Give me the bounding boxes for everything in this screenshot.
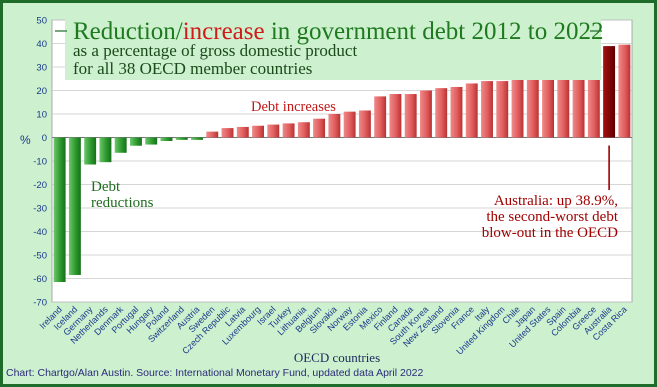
annotation-reductions-line-2: reductions — [91, 195, 154, 211]
bar-lithuania — [297, 122, 310, 138]
bar-united-states — [542, 72, 555, 138]
source-note: Chart: Chartgo/Alan Austin. Source: Inte… — [6, 367, 424, 379]
title-part-reduction: Reduction/ — [73, 18, 183, 45]
bar-luxembourg — [252, 125, 265, 138]
bars — [53, 44, 631, 283]
bar-belgium — [313, 118, 326, 138]
bar-czech-republic — [221, 128, 234, 138]
bar-poland — [160, 137, 173, 142]
bar-germany — [84, 137, 97, 165]
bar-switzerland — [175, 137, 188, 140]
bar-france — [465, 83, 478, 138]
bar-iceland — [68, 137, 81, 275]
title-part-rest: in government debt 2012 to 2022 — [265, 18, 604, 45]
y-tick-label: 50 — [36, 16, 47, 27]
y-tick-label: -10 — [33, 157, 47, 168]
annotation-australia-line-2: the second-worst debt — [486, 209, 618, 225]
bar-south-korea — [419, 90, 432, 138]
y-tick-label: 30 — [36, 63, 47, 74]
bar-ireland — [53, 137, 66, 283]
y-tick-label: -60 — [33, 274, 47, 285]
y-tick-labels: -70 -60 -50 -40 -30 -20 -10 0 10 20 30 40 50 — [33, 16, 47, 309]
bar-turkey — [282, 123, 295, 138]
chart-title: Reduction/increase in government debt 20… — [73, 18, 603, 45]
bar-sweden — [206, 131, 219, 138]
annotation-australia-line-1: Australia: up 38.9%, — [494, 193, 618, 209]
bar-costa-rica — [618, 44, 631, 138]
bar-finland — [389, 94, 402, 138]
bar-mexico — [374, 96, 387, 138]
y-tick-label: -30 — [33, 204, 47, 215]
bar-israel — [267, 124, 280, 138]
y-tick-label: -20 — [33, 180, 47, 191]
bar-colombia — [572, 58, 585, 138]
bar-latvia — [236, 126, 249, 138]
bar-australia — [603, 46, 616, 138]
bar-slovakia — [328, 114, 341, 138]
bar-netherlands — [99, 137, 112, 163]
subtitle-line-2: for all 38 OECD member countries — [73, 59, 312, 78]
bar-norway — [343, 111, 356, 138]
annotation-reductions-line-1: Debt — [91, 179, 121, 195]
y-tick-label: 40 — [36, 39, 47, 50]
bar-denmark — [114, 137, 127, 153]
x-axis-label: OECD countries — [294, 350, 380, 365]
bar-new-zealand — [435, 88, 448, 138]
y-tick-label: 0 — [42, 133, 47, 144]
bar-hungary — [145, 137, 158, 145]
y-tick-label: -70 — [33, 298, 47, 309]
y-tick-label: 20 — [36, 86, 47, 97]
subtitle-line-1: as a percentage of gross domestic produc… — [73, 41, 357, 60]
x-tick-labels: IrelandIcelandGermanyNetherlandsDenmarkP… — [37, 304, 628, 357]
annotation-increases: Debt increases — [251, 99, 336, 115]
bar-estonia — [358, 110, 371, 138]
bar-portugal — [129, 137, 142, 146]
title-part-increase: increase — [183, 18, 265, 45]
bar-chile — [511, 78, 524, 138]
bar-slovenia — [450, 86, 463, 138]
bar-greece — [587, 49, 600, 138]
bar-italy — [481, 81, 493, 138]
bar-japan — [526, 76, 539, 138]
y-tick-label: 10 — [36, 110, 47, 121]
y-axis-label: % — [20, 133, 31, 147]
bar-united-kingdom — [496, 81, 509, 138]
annotation-australia-line-3: blow-out in the OECD — [482, 225, 618, 241]
title-backdrop — [65, 14, 601, 80]
bar-austria — [191, 137, 203, 140]
y-tick-label: -50 — [33, 251, 47, 262]
bar-canada — [404, 94, 417, 138]
y-tick-label: -40 — [33, 227, 47, 238]
bar-spain — [557, 67, 570, 138]
